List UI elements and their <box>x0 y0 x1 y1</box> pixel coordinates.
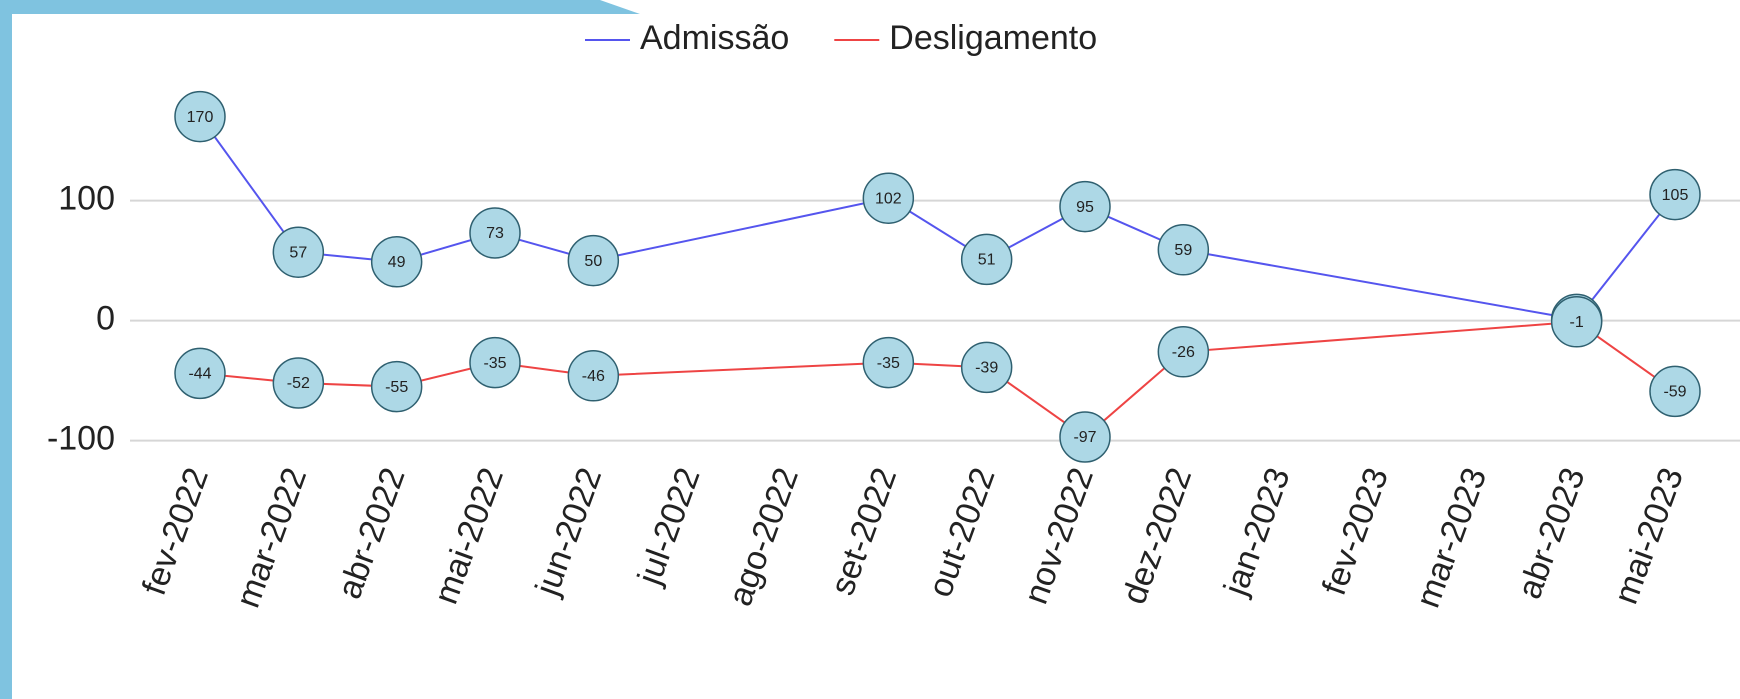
x-tick-label: abr-2022 <box>330 463 412 604</box>
point <box>567 234 620 287</box>
data-label: 49 <box>388 254 406 271</box>
data-label: -44 <box>188 366 211 383</box>
data-label: -35 <box>877 355 900 372</box>
point <box>960 233 1013 286</box>
x-tick-label: dez-2022 <box>1115 463 1199 609</box>
data-label: 95 <box>1076 199 1094 216</box>
x-tick-label: set-2022 <box>823 463 904 600</box>
point <box>1550 296 1603 348</box>
data-label: -59 <box>1663 384 1686 401</box>
x-tick-label: out-2022 <box>921 463 1003 602</box>
point <box>1157 224 1210 276</box>
data-label: 50 <box>584 253 602 270</box>
data-label: -55 <box>385 379 408 396</box>
point <box>862 336 915 389</box>
point <box>1059 411 1111 463</box>
data-label: -39 <box>975 360 998 377</box>
point <box>567 350 620 402</box>
data-label: 170 <box>187 109 214 126</box>
point <box>370 236 423 288</box>
x-tick-label: abr-2023 <box>1510 463 1592 604</box>
point <box>1059 180 1111 233</box>
data-label: -35 <box>483 355 506 372</box>
legend-label: Desligamento <box>889 19 1097 57</box>
grid <box>130 199 1740 442</box>
series-line <box>199 116 1676 321</box>
data-label: -97 <box>1073 429 1096 446</box>
data-label: -46 <box>582 368 605 385</box>
x-tick-label: mar-2023 <box>1409 463 1494 613</box>
data-label: 59 <box>1174 242 1192 259</box>
points: 170574973501025195591105-44-52-55-35-46-… <box>174 90 1701 463</box>
frame-banner <box>0 0 640 14</box>
data-label: 102 <box>875 190 902 207</box>
frame-border <box>0 0 12 699</box>
point <box>1649 168 1701 221</box>
x-tick-label: mar-2022 <box>229 463 314 613</box>
data-label: 105 <box>1662 187 1689 204</box>
point <box>174 90 226 143</box>
data-label: -52 <box>287 375 310 392</box>
y-tick-label: -100 <box>47 420 115 458</box>
point <box>1157 326 1210 378</box>
x-tick-label: jun-2022 <box>528 463 609 601</box>
point <box>272 357 325 409</box>
point <box>862 172 915 224</box>
x-tick-label: mai-2022 <box>427 463 511 609</box>
x-tick-label: jul-2022 <box>630 463 707 591</box>
x-tick-label: jan-2023 <box>1216 463 1297 601</box>
data-label: 73 <box>486 225 504 242</box>
legend-label: Admissão <box>640 19 789 57</box>
data-label: -1 <box>1570 314 1584 331</box>
x-tick-label: mai-2023 <box>1607 463 1691 609</box>
x-tick-label: ago-2022 <box>721 463 806 611</box>
data-label: -26 <box>1172 344 1195 361</box>
x-tick-label: fev-2022 <box>135 463 216 600</box>
point <box>1649 365 1701 418</box>
point <box>469 207 521 259</box>
x-tick-label: fev-2023 <box>1315 463 1396 600</box>
point <box>174 347 226 400</box>
data-label: 57 <box>289 244 307 261</box>
y-tick-label: 100 <box>58 180 115 218</box>
data-label: 51 <box>978 252 996 269</box>
point <box>469 336 521 389</box>
y-tick-label: 0 <box>96 300 115 338</box>
x-tick-label: nov-2022 <box>1017 463 1101 609</box>
point <box>960 341 1013 394</box>
point <box>370 360 423 413</box>
point <box>272 226 325 278</box>
